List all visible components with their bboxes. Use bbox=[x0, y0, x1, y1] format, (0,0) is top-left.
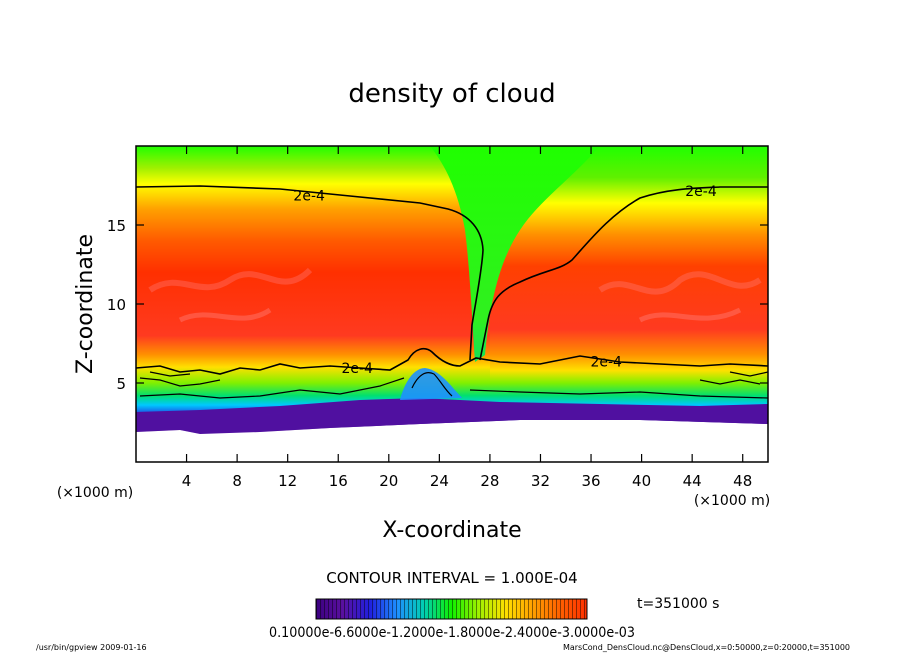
contour-label: 2e-4 bbox=[341, 361, 373, 377]
contour-label: 2e-4 bbox=[293, 189, 325, 205]
field-base-band bbox=[136, 398, 768, 434]
contour-upper-right bbox=[479, 186, 768, 361]
chart-title: density of cloud bbox=[348, 79, 555, 109]
x-tick-label: 8 bbox=[232, 472, 242, 490]
contour-label: 2e-4 bbox=[685, 184, 717, 200]
y-unit-label: (×1000 m) bbox=[57, 485, 133, 501]
x-tick-label: 44 bbox=[683, 472, 702, 490]
x-unit-label: (×1000 m) bbox=[694, 493, 770, 509]
x-tick-label: 40 bbox=[632, 472, 651, 490]
y-tick-label: 5 bbox=[116, 375, 126, 393]
colorbar-stripes bbox=[316, 599, 587, 619]
contour-label: 2e-4 bbox=[590, 354, 622, 370]
y-tick-label: 15 bbox=[107, 217, 126, 235]
contour-dome bbox=[411, 372, 453, 397]
field-center bbox=[430, 146, 600, 362]
y-axis: 5 10 15 bbox=[107, 217, 768, 393]
field-clear-base bbox=[136, 420, 768, 462]
x-tick-label: 32 bbox=[531, 472, 550, 490]
contour-noise-2 bbox=[139, 377, 768, 399]
x-tick-label: 16 bbox=[329, 472, 348, 490]
x-axis-title: X-coordinate bbox=[382, 518, 521, 543]
field-streaks bbox=[148, 267, 762, 323]
contour-lower bbox=[136, 347, 768, 375]
x-tick-label: 24 bbox=[430, 472, 449, 490]
colorbar-tick-labels: 0.10000e-6.6000e-1.2000e-1.8000e-2.4000e… bbox=[269, 625, 635, 641]
x-tick-label: 4 bbox=[182, 472, 192, 490]
footer-left: /usr/bin/gpview 2009-01-16 bbox=[36, 643, 147, 652]
contour-upper-left bbox=[136, 185, 484, 361]
contour-lines bbox=[136, 185, 768, 399]
footer-right: MarsCond_DensCloud.nc@DensCloud,x=0:5000… bbox=[563, 643, 850, 652]
y-axis-title: Z-coordinate bbox=[73, 234, 98, 374]
contour-noise-3 bbox=[699, 371, 768, 385]
x-tick-label: 20 bbox=[379, 472, 398, 490]
field-blue-dome bbox=[400, 368, 462, 400]
contour-interval: CONTOUR INTERVAL = 1.000E-04 bbox=[326, 569, 577, 587]
x-tick-label: 28 bbox=[480, 472, 499, 490]
x-axis: 4 8 12 16 20 24 28 32 36 40 44 48 bbox=[182, 146, 752, 490]
time-label: t=351000 s bbox=[637, 596, 719, 612]
plot-area: 2e-4 2e-4 2e-4 2e-4 bbox=[136, 146, 768, 462]
x-tick-label: 36 bbox=[581, 472, 600, 490]
x-tick-label: 12 bbox=[278, 472, 297, 490]
x-tick-label: 48 bbox=[733, 472, 752, 490]
y-tick-label: 10 bbox=[107, 296, 126, 314]
contour-noise-1 bbox=[139, 371, 221, 387]
